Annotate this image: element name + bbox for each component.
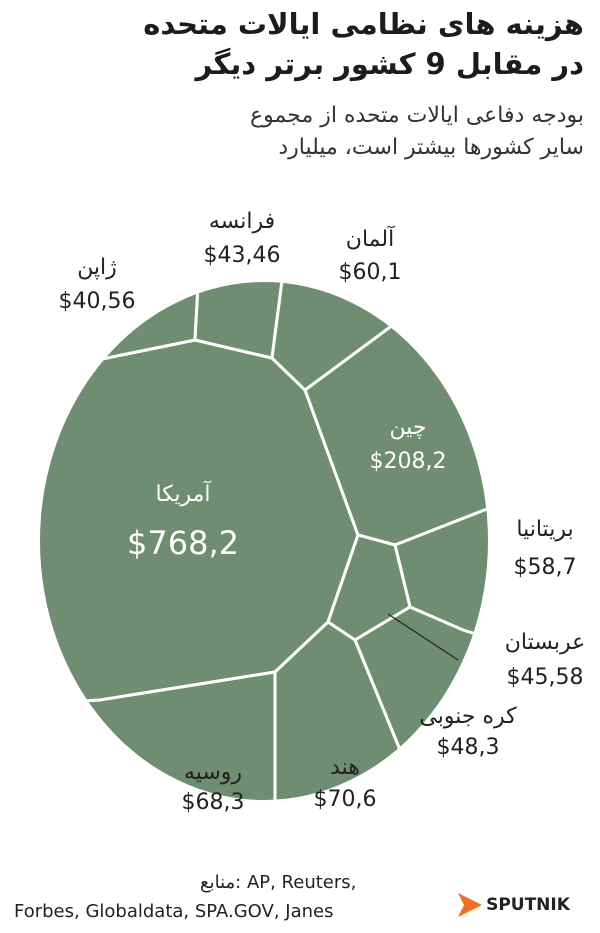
category-label: فرانسه (209, 209, 275, 234)
subtitle-line: سایر کشورها بیشتر است، میلیارد (278, 135, 584, 160)
value-label: $43,46 (204, 243, 281, 268)
category-label: آمریکا (155, 480, 211, 507)
value-label: $768,2 (127, 524, 239, 562)
value-label: $40,56 (59, 289, 136, 314)
logo: SPUTNIK (458, 893, 571, 917)
value-label: $60,1 (339, 260, 402, 285)
value-label: $58,7 (514, 555, 577, 580)
value-label: $45,58 (507, 665, 584, 690)
title-line: هزینه های نظامی ایالات متحده (143, 7, 584, 41)
category-label: روسیه (184, 760, 242, 785)
subtitle: بودجه دفاعی ایالات متحده از مجموع سایر ک… (250, 100, 584, 164)
category-label: ژاپن (77, 255, 117, 280)
category-label: چین (390, 415, 427, 440)
value-label: $208,2 (370, 449, 447, 474)
subtitle-line: بودجه دفاعی ایالات متحده از مجموع (250, 103, 584, 128)
title: هزینه های نظامی ایالات متحده در مقابل 9 … (143, 4, 584, 84)
value-label: $48,3 (437, 735, 500, 760)
logo-icon (458, 893, 482, 917)
value-label: $68,3 (182, 790, 245, 815)
source: منابع: AP, Reuters, (200, 872, 357, 893)
value-label: $70,6 (314, 787, 377, 812)
category-label: بریتانیا (516, 517, 573, 542)
leader-line (387, 613, 459, 661)
logo-text: SPUTNIK (486, 895, 571, 915)
category-label: عربستان (505, 630, 586, 655)
title-line: در مقابل 9 کشور برتر دیگر (195, 47, 584, 81)
category-label: آلمان (346, 225, 395, 252)
source: Forbes, Globaldata, SPA.GOV, Janes (14, 901, 334, 922)
category-label: کره جنوبی (419, 704, 517, 729)
category-label: هند (330, 755, 360, 780)
